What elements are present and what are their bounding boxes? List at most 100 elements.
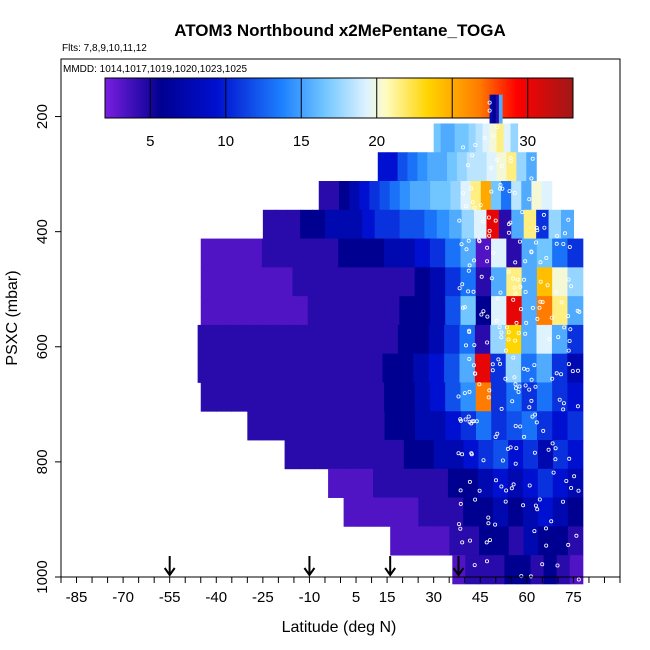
heatmap-cell: [390, 526, 406, 556]
heatmap-cell: [397, 152, 409, 182]
heatmap-cell: [475, 382, 492, 412]
heatmap-cell: [541, 181, 553, 211]
heatmap-cell: [246, 296, 263, 326]
sample-point: [538, 299, 543, 304]
heatmap-cell: [428, 353, 445, 383]
heatmap-cell: [305, 353, 322, 383]
heatmap-cell: [261, 296, 278, 326]
heatmap-cell: [567, 238, 584, 268]
sample-point: [547, 337, 552, 342]
heatmap-cell: [450, 181, 462, 211]
sample-point: [481, 309, 486, 314]
heatmap-cell: [419, 526, 436, 556]
heatmap-cell: [300, 209, 314, 239]
heatmap-cell: [445, 296, 462, 326]
heatmap-cell: [491, 555, 506, 585]
heatmap-cell: [322, 382, 339, 412]
sample-point: [518, 284, 523, 289]
x-tick-label: 45: [472, 589, 489, 606]
heatmap-cell: [424, 209, 438, 239]
heatmap-cell: [322, 238, 339, 268]
heatmap-cell: [339, 181, 350, 211]
heatmap-cell: [292, 296, 309, 326]
sample-point: [510, 399, 515, 404]
heatmap-cell: [448, 497, 464, 527]
heatmap-cell: [506, 296, 523, 326]
heatmap-cell: [216, 267, 232, 297]
heatmap-cell: [368, 238, 385, 268]
heatmap-cell: [261, 382, 278, 412]
sample-point: [458, 417, 463, 422]
heatmap-cell: [496, 123, 505, 153]
heatmap-cell: [417, 152, 428, 182]
sample-point: [516, 389, 521, 394]
colorbar-tick-label: 30: [519, 133, 536, 150]
sample-point: [500, 458, 505, 463]
heatmap-cell: [475, 267, 492, 297]
heatmap-cell: [456, 152, 468, 182]
sample-point: [533, 412, 538, 417]
sample-point: [471, 289, 476, 294]
sample-point: [511, 482, 516, 487]
sample-point: [493, 522, 498, 527]
heatmap-cell: [293, 411, 309, 441]
heatmap-cell: [445, 411, 462, 441]
sample-point: [532, 450, 537, 455]
heatmap-cell: [460, 267, 477, 297]
sample-point: [495, 296, 500, 301]
heatmap-cell: [522, 468, 539, 498]
heatmap-cell: [521, 267, 538, 297]
heatmap-cell: [538, 526, 554, 556]
sample-point: [549, 315, 554, 320]
sample-point: [485, 259, 490, 264]
heatmap-cell: [292, 267, 309, 297]
heatmap-cell: [277, 411, 294, 441]
sample-point: [523, 259, 528, 264]
heatmap-cell: [373, 468, 389, 498]
heatmap-cell: [477, 468, 494, 498]
heatmap-cell: [548, 209, 562, 239]
sample-point: [469, 451, 474, 456]
heatmap-cell: [459, 324, 476, 355]
sample-points: [456, 100, 582, 582]
heatmap-cell: [397, 353, 414, 383]
heatmap-cell: [231, 267, 248, 297]
heatmap-cell: [369, 411, 386, 441]
sample-point: [472, 371, 477, 376]
sample-point: [467, 329, 472, 334]
heatmap-cell: [213, 353, 230, 383]
heatmap-cell: [382, 324, 399, 355]
sample-point: [506, 269, 511, 274]
heatmap-cell: [501, 181, 512, 211]
sample-point: [511, 355, 516, 360]
sample-point: [553, 457, 558, 462]
x-tick-label: 60: [518, 589, 535, 606]
heatmap-cell: [344, 440, 360, 470]
sample-point: [576, 488, 581, 493]
heatmap-cell: [318, 181, 330, 211]
sample-point: [458, 488, 463, 493]
heatmap-cell: [551, 324, 568, 355]
heatmap-cell: [552, 440, 569, 470]
sample-point: [497, 186, 502, 191]
heatmap-cell: [308, 411, 325, 441]
sample-point: [576, 368, 581, 373]
sample-point: [481, 458, 486, 463]
heatmap-cell: [414, 238, 431, 268]
heatmap-cell: [338, 238, 355, 268]
sample-point: [576, 577, 581, 582]
sample-point: [529, 398, 534, 403]
x-tick-label: -10: [299, 589, 321, 606]
heatmap-cell: [200, 267, 217, 297]
sample-point: [498, 290, 503, 295]
sample-point: [524, 320, 529, 325]
sample-point: [462, 305, 467, 310]
heatmap-cell: [367, 353, 384, 383]
heatmap-cell: [312, 209, 326, 239]
sample-point: [499, 164, 504, 169]
heatmap-cell: [470, 181, 482, 211]
heatmap-cell: [523, 440, 539, 470]
sample-point: [513, 291, 518, 296]
heatmap-cell: [274, 353, 291, 383]
heatmap-cell: [461, 209, 475, 239]
